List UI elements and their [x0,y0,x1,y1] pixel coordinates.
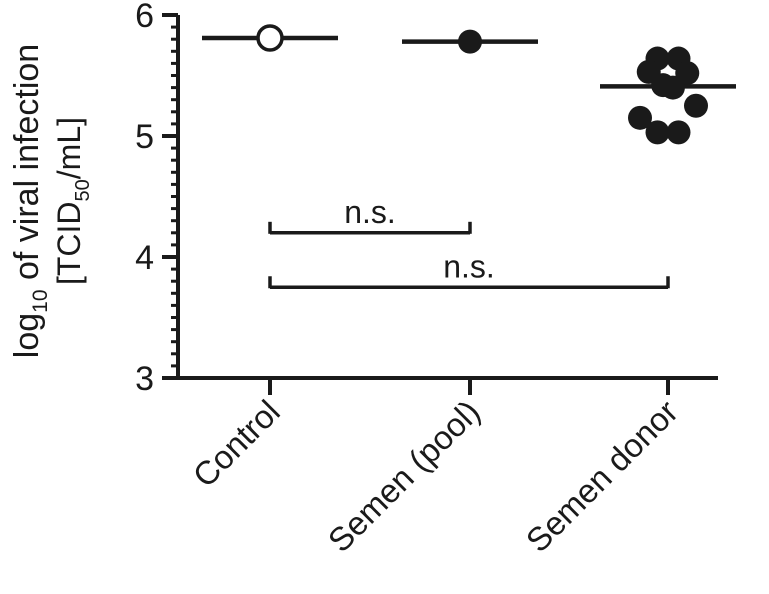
significance-bracket: n.s. [268,194,472,235]
data-groups [202,24,736,145]
data-point [660,75,685,100]
data-point [628,105,652,130]
significance-label: n.s. [344,194,396,230]
data-point [645,120,670,145]
x-axis: Control Semen (pool) Semen donor [176,376,718,559]
y-tick-label: 5 [135,118,154,156]
data-point [684,93,708,118]
y-tick-label: 6 [135,0,154,35]
group-semen-donor [600,46,736,145]
y-tick-label: 3 [135,360,154,398]
y-axis: 3 4 5 6 [135,0,180,398]
group-semen-pool [402,29,538,54]
data-point [458,29,482,54]
y-axis-label-line2: [TCID50/mL] [51,117,94,285]
significance-label: n.s. [443,248,495,284]
significance-brackets: n.s. n.s. [268,194,670,289]
y-axis-label: log10 of viral infection [TCID50/mL] [8,44,94,358]
y-tick-label: 4 [135,239,154,277]
x-tick-label: Semen (pool) [321,393,487,559]
significance-bracket: n.s. [268,248,670,289]
group-control [202,24,338,52]
data-point [666,120,691,145]
x-tick-label: Semen donor [519,393,685,559]
x-tick-label: Control [186,393,287,494]
data-point [256,24,284,52]
y-axis-label-line1: log10 of viral infection [8,44,52,358]
